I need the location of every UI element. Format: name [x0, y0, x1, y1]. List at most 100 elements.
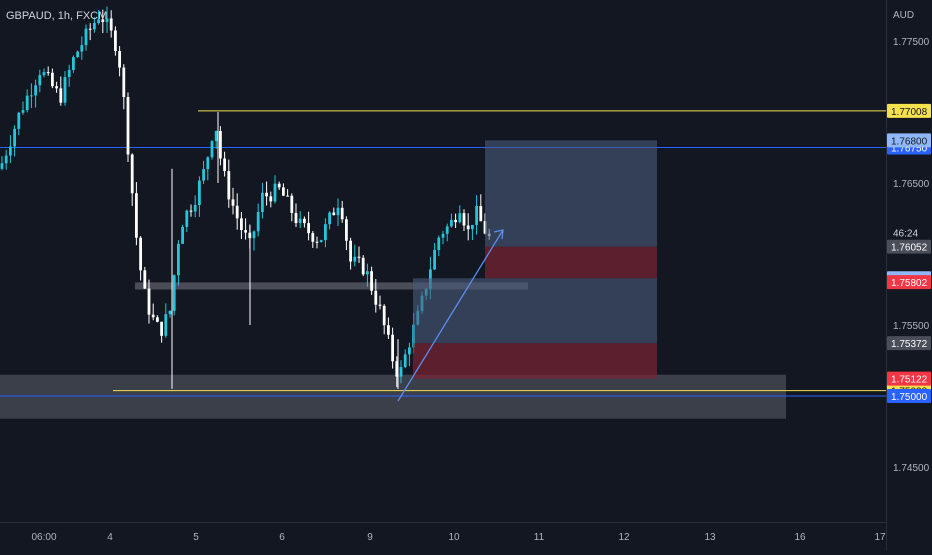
- candle: [454, 213, 457, 229]
- candle: [84, 24, 88, 51]
- candle: [298, 211, 302, 229]
- candle: [286, 189, 289, 197]
- price-axis[interactable]: [886, 0, 932, 550]
- candle: [42, 68, 46, 78]
- candle: [172, 274, 176, 316]
- candle: [198, 176, 201, 217]
- candle: [475, 195, 478, 235]
- candle: [130, 153, 134, 206]
- candle: [382, 304, 386, 335]
- candle: [378, 295, 382, 310]
- candle: [210, 140, 214, 160]
- candle: [168, 310, 172, 318]
- candle: [109, 10, 113, 38]
- candle: [235, 193, 239, 230]
- candle: [294, 203, 298, 227]
- candle: [244, 218, 247, 240]
- symbol-legend[interactable]: GBPAUD, 1h, FXCM: [6, 10, 108, 22]
- candle: [441, 230, 445, 245]
- candle: [307, 211, 310, 241]
- candle: [59, 76, 63, 106]
- candle: [399, 360, 403, 384]
- long-position-2-stop-box: [413, 343, 657, 379]
- candle: [445, 223, 449, 242]
- candle: [4, 149, 8, 170]
- candle: [160, 321, 163, 343]
- candle: [223, 151, 226, 177]
- candle: [76, 50, 79, 58]
- candle: [282, 183, 285, 196]
- candle: [13, 125, 16, 157]
- candle: [214, 130, 218, 149]
- candle: [46, 66, 50, 76]
- candle: [374, 278, 378, 313]
- candle: [277, 181, 281, 190]
- long-position-1-stop-box: [485, 246, 657, 279]
- candle: [219, 126, 222, 166]
- candle: [357, 246, 361, 264]
- candle: [328, 211, 331, 230]
- trend-arrow: [397, 229, 504, 402]
- candle: [462, 209, 466, 232]
- candle: [227, 159, 231, 208]
- candle: [240, 211, 243, 240]
- candle: [479, 194, 483, 222]
- candle: [437, 235, 441, 257]
- candle: [336, 198, 340, 226]
- candle: [370, 266, 373, 295]
- candle: [366, 263, 369, 287]
- candle: [185, 209, 189, 233]
- long-position-2-target-box: [413, 278, 657, 344]
- candle: [143, 266, 147, 289]
- candle: [177, 240, 180, 286]
- candle: [0, 156, 4, 171]
- candle: [387, 317, 390, 340]
- candle: [122, 64, 126, 110]
- candle: [202, 160, 205, 185]
- candle: [151, 303, 155, 321]
- candle: [17, 111, 21, 136]
- candle: [67, 64, 71, 87]
- candle: [433, 243, 436, 271]
- candle: [118, 46, 121, 77]
- candle: [181, 224, 184, 244]
- candle: [466, 213, 470, 241]
- minor-zone-box: [135, 282, 528, 290]
- candle: [458, 205, 462, 224]
- candle: [135, 182, 138, 246]
- trend-arrow-head: [493, 229, 504, 240]
- candle: [55, 81, 58, 93]
- candle: [391, 327, 394, 369]
- candle: [450, 213, 453, 228]
- candle: [408, 342, 411, 367]
- candle: [30, 83, 33, 109]
- candle: [156, 315, 159, 323]
- candle: [303, 216, 306, 228]
- candle: [189, 204, 193, 217]
- candle: [38, 69, 42, 93]
- candle: [51, 68, 54, 89]
- candle: [206, 156, 210, 181]
- candle: [231, 187, 235, 215]
- candle: [340, 200, 344, 223]
- candle: [21, 101, 25, 115]
- candle: [311, 231, 315, 248]
- candle: [105, 6, 109, 34]
- time-axis[interactable]: [0, 522, 886, 551]
- candle: [147, 279, 151, 324]
- candle: [319, 239, 323, 243]
- candle: [164, 303, 168, 338]
- candle: [324, 218, 327, 248]
- support-zone-box: [0, 374, 786, 419]
- candle: [97, 9, 100, 25]
- candle: [9, 135, 12, 164]
- candle: [361, 255, 365, 277]
- candle: [139, 236, 142, 281]
- candle: [114, 26, 117, 56]
- candle: [471, 224, 474, 240]
- candle: [93, 17, 96, 33]
- candle: [252, 230, 256, 251]
- candle: [126, 92, 130, 162]
